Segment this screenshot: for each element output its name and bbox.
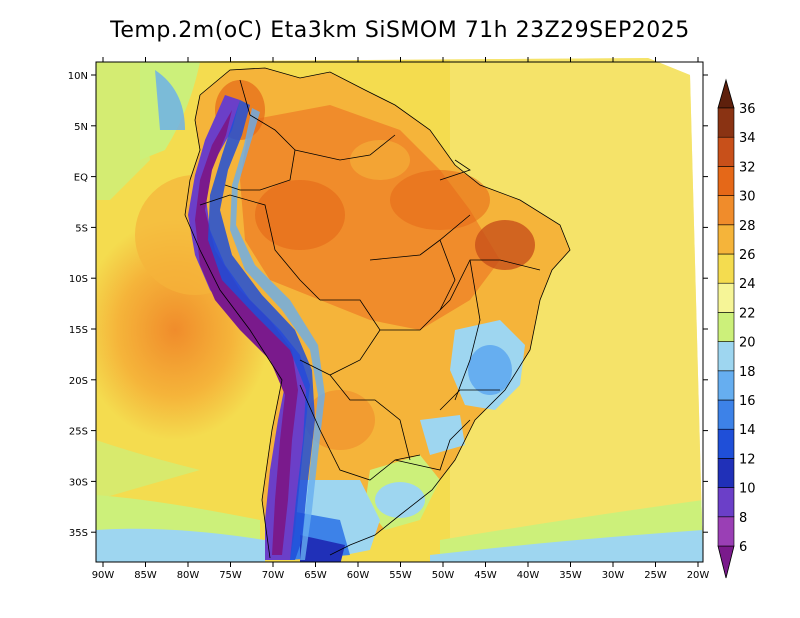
lon-tick-label: 55W xyxy=(389,570,412,581)
colorbar-label: 6 xyxy=(739,540,747,555)
lon-tick-label: 40W xyxy=(517,570,540,581)
lon-tick-label: 70W xyxy=(262,570,285,581)
lon-tick-label: 35W xyxy=(559,570,582,581)
colorbar-label: 36 xyxy=(739,102,756,117)
country-borders xyxy=(184,67,571,559)
colorbar-label: 12 xyxy=(739,452,756,467)
lat-tick-label: 10S xyxy=(69,274,88,285)
lon-tick-label: 75W xyxy=(219,570,242,581)
lat-tick-label: 10N xyxy=(68,71,88,82)
lat-tick-label: 30S xyxy=(69,477,88,488)
colorbar-swatch xyxy=(717,370,735,401)
colorbar-swatch xyxy=(717,487,735,518)
latitude-axis: 10N 5N EQ 5S 10S 15S 20S 25S 30S 35S xyxy=(68,71,708,539)
lon-tick-label: 50W xyxy=(432,570,455,581)
colorbar-label: 16 xyxy=(739,394,756,409)
lon-tick-label: 60W xyxy=(347,570,370,581)
colorbar-swatch xyxy=(717,107,735,138)
lon-tick-label: 20W xyxy=(687,570,710,581)
colorbar-label: 34 xyxy=(739,131,756,146)
colorbar-min-arrow xyxy=(717,545,735,579)
lon-tick-label: 90W xyxy=(92,570,115,581)
colorbar-swatch xyxy=(717,399,735,430)
longitude-axis: 90W 85W 80W 75W 70W 65W 60W 55W 50W 45W 40W 35W 30W 2… xyxy=(92,57,710,581)
colorbar-swatch xyxy=(717,458,735,488)
lat-tick-label: 5N xyxy=(74,122,88,133)
lon-tick-label: 25W xyxy=(644,570,667,581)
colorbar-max-arrow xyxy=(717,78,735,109)
lat-tick-label: 20S xyxy=(69,376,88,387)
colorbar-swatch xyxy=(717,341,735,372)
lat-tick-label: 35S xyxy=(69,528,88,539)
map-frame xyxy=(95,61,704,563)
colorbar-swatch xyxy=(717,166,735,196)
lon-tick-label: 80W xyxy=(177,570,200,581)
lat-tick-label: EQ xyxy=(74,173,88,184)
colorbar-label: 10 xyxy=(739,482,756,497)
colorbar-swatch xyxy=(717,516,735,547)
colorbar-swatch xyxy=(717,428,735,459)
temperature-field xyxy=(96,58,703,562)
lat-tick-label: 5S xyxy=(75,223,88,234)
colorbar-swatch xyxy=(717,253,735,284)
colorbar-label: 24 xyxy=(739,277,756,292)
lon-tick-label: 65W xyxy=(304,570,327,581)
lat-tick-label: 15S xyxy=(69,325,88,336)
colorbar-label: 18 xyxy=(739,365,756,380)
lon-tick-label: 30W xyxy=(602,570,625,581)
colorbar-label: 14 xyxy=(739,423,756,438)
colorbar: 6 8 10 12 14 16 18 20 22 24 26 28 30 32 34 36 xyxy=(717,78,756,579)
colorbar-label: 26 xyxy=(739,248,756,263)
colorbar-swatch xyxy=(717,195,735,226)
lat-tick-label: 25S xyxy=(69,427,88,438)
map-title: Temp.2m(oC) Eta3km SiSMOM 71h 23Z29SEP20… xyxy=(110,18,690,43)
colorbar-label: 20 xyxy=(739,336,756,351)
colorbar-swatch xyxy=(717,312,735,342)
colorbar-label: 30 xyxy=(739,190,756,205)
colorbar-swatch xyxy=(717,282,735,313)
colorbar-label: 8 xyxy=(739,511,747,526)
colorbar-label: 22 xyxy=(739,306,756,321)
colorbar-label: 32 xyxy=(739,160,756,175)
colorbar-label: 28 xyxy=(739,219,756,234)
colorbar-swatch xyxy=(717,224,735,255)
lon-tick-label: 45W xyxy=(474,570,497,581)
colorbar-swatch xyxy=(717,136,735,167)
lon-tick-label: 85W xyxy=(134,570,157,581)
